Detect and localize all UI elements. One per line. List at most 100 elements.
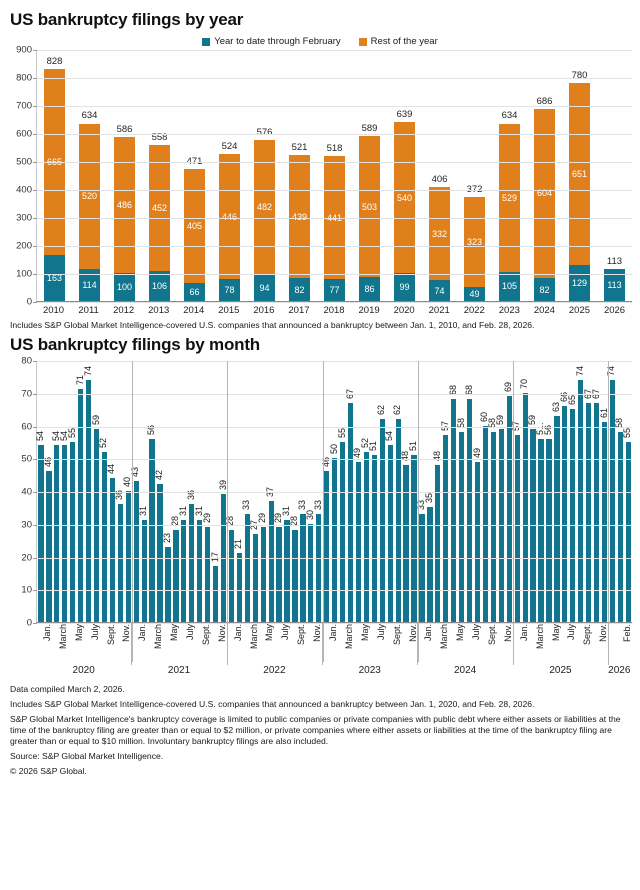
yearly-stacked-bar[interactable]: 529 105 [498, 123, 521, 301]
monthly-bar-column[interactable]: 35 [424, 361, 434, 622]
monthly-bar-column[interactable]: 54 [59, 361, 69, 622]
yearly-bar-column[interactable]: 586 486 100 [107, 50, 142, 301]
monthly-bar-column[interactable]: 66 [559, 361, 569, 622]
monthly-bar[interactable] [593, 402, 600, 622]
monthly-bar-column[interactable]: 58 [614, 361, 624, 622]
yearly-segment-ytd[interactable]: 94 [253, 274, 276, 301]
yearly-segment-ytd[interactable]: 49 [463, 287, 486, 301]
yearly-stacked-bar[interactable]: 113 [603, 269, 626, 301]
yearly-segment-rest[interactable]: 323 [463, 196, 486, 288]
monthly-bar-column[interactable]: 23 [162, 361, 172, 622]
monthly-bar-column[interactable]: 62 [392, 361, 402, 622]
monthly-bar-column[interactable]: 30 [305, 361, 315, 622]
monthly-bar[interactable] [54, 445, 60, 622]
monthly-bar-column[interactable]: 56 [543, 361, 553, 622]
yearly-segment-ytd[interactable]: 100 [113, 273, 136, 301]
yearly-stacked-bar[interactable]: 486 100 [113, 136, 136, 301]
monthly-bar[interactable] [411, 454, 417, 622]
monthly-bar-column[interactable]: 42 [154, 361, 164, 622]
monthly-bar-column[interactable]: 31 [178, 361, 188, 622]
monthly-bar[interactable] [443, 435, 449, 622]
yearly-segment-rest[interactable]: 486 [113, 136, 136, 273]
monthly-bar[interactable] [197, 520, 203, 622]
yearly-stacked-bar[interactable]: 405 66 [183, 169, 206, 301]
yearly-segment-rest[interactable]: 446 [218, 154, 241, 280]
monthly-bar[interactable] [276, 527, 282, 622]
monthly-bar[interactable] [474, 461, 481, 622]
monthly-bar[interactable] [609, 379, 616, 622]
monthly-bar[interactable] [586, 402, 592, 622]
yearly-stacked-bar[interactable]: 651 129 [568, 82, 591, 301]
monthly-bar-column[interactable]: 27 [249, 361, 259, 622]
monthly-bar-column[interactable]: 31 [138, 361, 148, 622]
monthly-bar[interactable] [601, 422, 608, 622]
monthly-bar-column[interactable]: 48 [432, 361, 442, 622]
yearly-stacked-bar[interactable]: 503 86 [358, 136, 381, 301]
monthly-bar[interactable] [70, 441, 76, 622]
monthly-bar[interactable] [300, 513, 306, 622]
yearly-bar-column[interactable]: 634 529 105 [492, 50, 527, 301]
monthly-bar[interactable] [109, 477, 116, 622]
monthly-bar-column[interactable]: 43 [130, 361, 140, 622]
monthly-bar[interactable] [165, 546, 171, 622]
monthly-bar[interactable] [514, 435, 520, 622]
monthly-bar-column[interactable]: 49 [472, 361, 482, 622]
monthly-bar-column[interactable]: 29 [257, 361, 267, 622]
monthly-bar[interactable] [308, 523, 314, 622]
monthly-bar-column[interactable]: 52 [98, 361, 108, 622]
yearly-segment-ytd[interactable]: 99 [393, 273, 416, 301]
monthly-bar[interactable] [355, 461, 362, 622]
yearly-segment-ytd[interactable]: 77 [323, 279, 346, 301]
monthly-bar-column[interactable]: 54 [51, 361, 61, 622]
monthly-bar[interactable] [403, 464, 409, 622]
monthly-bar[interactable] [379, 418, 385, 622]
monthly-bar[interactable] [133, 481, 139, 622]
yearly-stacked-bar[interactable]: 452 106 [148, 144, 171, 301]
monthly-bar-column[interactable]: 55 [67, 361, 77, 622]
monthly-bar-column[interactable]: 29 [202, 361, 212, 622]
monthly-bar-column[interactable]: 56 [146, 361, 156, 622]
yearly-segment-ytd[interactable]: 114 [78, 269, 101, 301]
monthly-bar[interactable] [268, 500, 274, 622]
yearly-stacked-bar[interactable]: 540 99 [393, 122, 416, 301]
monthly-bar[interactable] [435, 464, 441, 622]
yearly-stacked-bar[interactable]: 332 74 [428, 187, 451, 301]
monthly-bar-column[interactable]: 71 [75, 361, 85, 622]
yearly-bar-column[interactable]: 576 482 94 [247, 50, 282, 301]
monthly-bar-column[interactable]: 49 [352, 361, 362, 622]
monthly-bar-column[interactable]: 31 [281, 361, 291, 622]
monthly-bar-column[interactable]: 55 [622, 361, 632, 622]
monthly-bar[interactable] [292, 530, 298, 622]
yearly-bar-column[interactable]: 828665163 [37, 50, 72, 301]
monthly-bar-column[interactable]: 69 [503, 361, 513, 622]
monthly-bar[interactable] [451, 399, 457, 622]
monthly-bar-column[interactable]: 68 [448, 361, 458, 622]
monthly-bar[interactable] [546, 438, 552, 622]
monthly-bar[interactable] [205, 527, 211, 622]
monthly-bar-column[interactable]: 37 [265, 361, 275, 622]
monthly-bar-column[interactable]: 67 [345, 361, 355, 622]
monthly-bar[interactable] [522, 392, 528, 622]
monthly-bar[interactable] [617, 432, 624, 622]
monthly-bar[interactable] [125, 491, 131, 622]
monthly-bar-column[interactable]: 51 [368, 361, 378, 622]
monthly-bar[interactable] [117, 504, 123, 622]
yearly-segment-rest[interactable]: 651 [568, 82, 591, 265]
monthly-bar-column[interactable]: 33 [241, 361, 251, 622]
yearly-segment-ytd[interactable]: 78 [218, 279, 241, 301]
monthly-bar[interactable] [332, 458, 338, 622]
monthly-bar[interactable] [141, 520, 147, 622]
yearly-stacked-bar[interactable]: 439 82 [288, 155, 311, 301]
yearly-segment-rest[interactable]: 520 [78, 123, 101, 270]
monthly-bar[interactable] [244, 513, 250, 622]
yearly-segment-ytd[interactable]: 82 [533, 278, 556, 301]
monthly-bar-column[interactable]: 44 [106, 361, 116, 622]
yearly-segment-rest[interactable]: 441 [323, 155, 346, 280]
monthly-bar[interactable] [173, 530, 179, 622]
monthly-bar-column[interactable]: 63 [551, 361, 561, 622]
monthly-bar[interactable] [157, 484, 163, 622]
yearly-segment-rest[interactable]: 332 [428, 187, 451, 281]
yearly-bar-column[interactable]: 113 113 [597, 50, 632, 301]
monthly-bar-column[interactable]: 65 [567, 361, 577, 622]
monthly-bar[interactable] [371, 454, 377, 622]
